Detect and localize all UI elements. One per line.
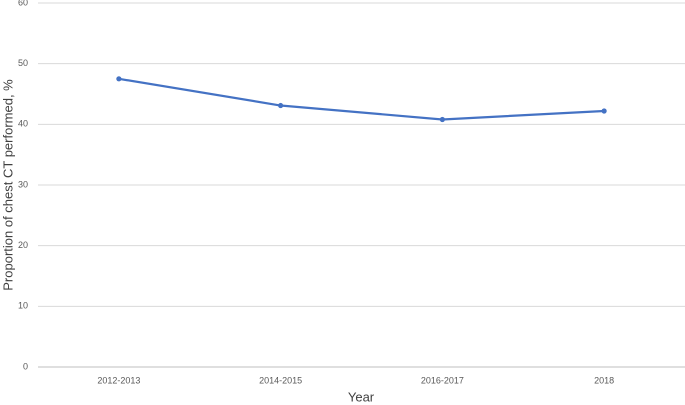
x-tick-label: 2014-2015: [259, 375, 302, 385]
y-axis-title: Proportion of chest CT performed, %: [0, 79, 15, 291]
y-tick-label: 0: [23, 361, 28, 371]
y-tick-label: 20: [18, 240, 28, 250]
data-point: [116, 76, 122, 82]
data-point: [439, 116, 445, 123]
x-tick-label: 2018: [594, 375, 614, 385]
y-tick-label: 60: [18, 0, 28, 7]
series-line: [118, 77, 605, 121]
y-tick-label: 10: [18, 301, 28, 311]
data-point: [278, 102, 284, 109]
x-axis-title: Year: [348, 389, 375, 404]
data-point: [601, 108, 607, 114]
x-tick-label: 2016-2017: [421, 375, 464, 385]
x-tick-label: 2012-2013: [97, 375, 140, 385]
y-tick-label: 50: [18, 58, 28, 68]
y-tick-label: 30: [18, 179, 28, 189]
y-tick-label: 40: [18, 119, 28, 129]
